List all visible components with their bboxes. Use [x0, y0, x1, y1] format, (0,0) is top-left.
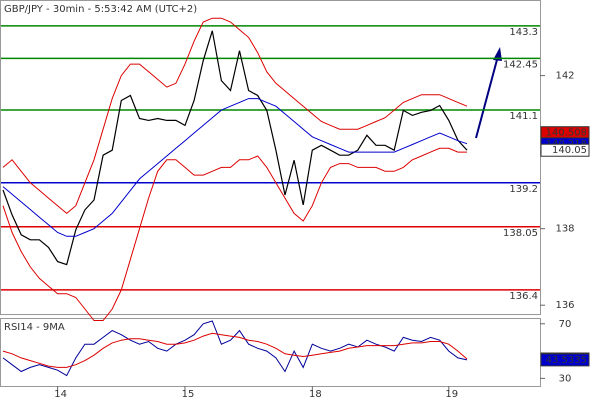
arrow-head	[493, 47, 502, 61]
price-label: 140.508	[546, 128, 587, 139]
x-tick-label: 19	[445, 389, 458, 400]
arrow	[475, 55, 499, 139]
y-tick-label: 136	[555, 300, 574, 311]
y-tick-label: 70	[559, 319, 572, 330]
series-line	[2, 17, 468, 215]
y-tick-label: 30	[559, 373, 572, 384]
level-label: 136.4	[509, 291, 538, 302]
level-label: 142.45	[503, 59, 538, 70]
level-label: 139.2	[509, 184, 538, 195]
y-tick-label: 142	[555, 71, 574, 82]
series-line	[2, 147, 467, 321]
y-tick-label: 138	[555, 224, 574, 235]
level-label: 143.3	[509, 27, 538, 38]
x-tick-label: 18	[309, 389, 322, 400]
level-label: 138.05	[503, 228, 538, 239]
series-line	[2, 332, 468, 368]
x-tick-label: 14	[54, 389, 67, 400]
series-line	[2, 98, 468, 237]
price-label-box	[540, 353, 590, 367]
price-label-box	[540, 143, 590, 157]
price-label: 140.05	[552, 145, 587, 156]
series-line	[2, 30, 468, 266]
price-frame	[0, 0, 541, 315]
title-bg	[2, 2, 242, 15]
price-label: 43.5335	[546, 355, 587, 366]
chart-title: GBP/JPY - 30min - 5:53:42 AM (UTC+2)	[4, 4, 197, 15]
x-tick-label: 15	[182, 389, 195, 400]
rsi-title: RSI14 - 9MA	[4, 322, 65, 333]
level-label: 141.1	[509, 111, 538, 122]
series-line	[2, 320, 468, 377]
